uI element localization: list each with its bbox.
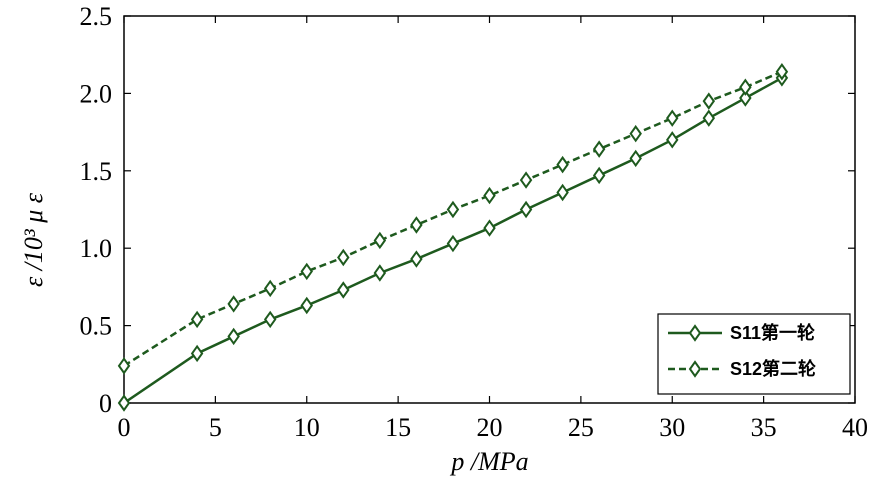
data-point-series-1 — [483, 219, 496, 237]
y-tick-label: 0 — [99, 389, 112, 418]
legend-label-s11: S11第一轮 — [730, 322, 815, 343]
data-point-series-2 — [775, 63, 789, 81]
data-point-series-1 — [337, 281, 350, 299]
series-layer — [117, 63, 789, 412]
series-line-2 — [123, 70, 783, 367]
data-point-series-2 — [227, 295, 240, 313]
y-tick-label: 0.5 — [80, 312, 113, 341]
data-point-series-2 — [629, 124, 642, 143]
data-point-series-2 — [337, 248, 350, 267]
x-tick-label: 30 — [659, 413, 685, 442]
y-tick-label: 1.0 — [80, 234, 113, 263]
x-axis-title: p /MPa — [449, 447, 528, 476]
legend: S11第一轮 S12第二轮 — [657, 313, 851, 395]
data-point-series-2 — [300, 262, 313, 281]
data-point-series-2 — [446, 200, 460, 219]
data-point-series-1 — [739, 89, 752, 107]
x-tick-label: 35 — [751, 413, 777, 442]
data-point-series-2 — [373, 231, 387, 250]
y-tick-label: 2.0 — [80, 79, 113, 108]
y-axis-ticks: 0 0.5 1.0 1.5 2.0 2.5 — [80, 2, 855, 418]
x-tick-label: 5 — [209, 413, 222, 442]
data-point-series-2 — [739, 78, 752, 96]
data-point-series-1 — [410, 250, 423, 268]
data-point-series-2 — [666, 109, 679, 127]
data-point-series-2 — [117, 357, 131, 375]
x-tick-label: 20 — [477, 413, 503, 442]
x-tick-label: 25 — [568, 413, 594, 442]
data-point-series-2 — [556, 155, 569, 174]
y-axis-title: ε /10³ μ ε — [19, 192, 48, 287]
legend-marker-s11 — [688, 324, 702, 342]
data-point-series-1 — [263, 310, 277, 329]
data-point-series-2 — [263, 279, 277, 298]
y-tick-label: 1.5 — [80, 157, 113, 186]
data-point-series-1 — [446, 234, 460, 253]
data-point-series-1 — [666, 131, 679, 149]
data-point-series-2 — [483, 186, 496, 205]
data-point-series-1 — [190, 344, 204, 363]
data-point-series-1 — [629, 149, 642, 168]
legend-marker-s12 — [688, 360, 702, 378]
data-point-series-1 — [519, 200, 533, 219]
data-point-series-2 — [190, 310, 204, 329]
x-axis-ticks: 0 5 10 15 20 25 30 35 40 — [118, 16, 868, 442]
data-point-series-1 — [373, 264, 387, 282]
y-tick-label: 2.5 — [80, 2, 113, 31]
legend-box — [657, 313, 851, 395]
data-point-series-1 — [556, 183, 569, 202]
data-point-series-2 — [410, 216, 423, 234]
data-point-series-1 — [300, 296, 313, 315]
data-point-series-2 — [592, 140, 606, 158]
data-point-series-1 — [702, 109, 716, 127]
x-tick-label: 15 — [385, 413, 411, 442]
series-line-1 — [123, 76, 783, 405]
x-tick-label: 0 — [118, 413, 131, 442]
data-point-series-2 — [519, 171, 533, 189]
data-point-series-1 — [117, 394, 131, 412]
data-point-series-1 — [592, 166, 606, 185]
x-tick-label: 10 — [294, 413, 320, 442]
x-tick-label: 40 — [842, 413, 868, 442]
data-point-series-2 — [702, 92, 716, 110]
legend-label-s12: S12第二轮 — [730, 358, 816, 379]
data-point-series-1 — [227, 327, 240, 346]
